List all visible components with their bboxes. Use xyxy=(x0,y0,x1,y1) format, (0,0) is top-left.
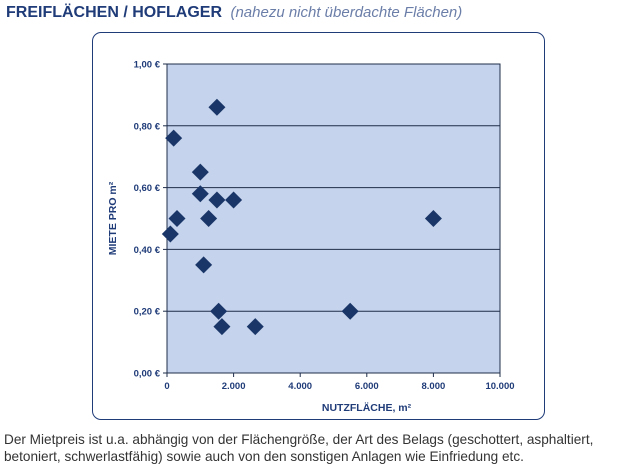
data-point xyxy=(168,210,186,227)
data-point xyxy=(208,98,226,116)
data-point xyxy=(165,129,183,147)
y-tick-label: 1,00 € xyxy=(134,60,161,71)
y-tick-label: 0,60 € xyxy=(134,183,161,194)
data-point xyxy=(191,185,209,203)
page-title: FREIFLÄCHEN / HOFLAGER xyxy=(6,4,222,21)
x-tick-label: 4.000 xyxy=(288,381,312,392)
x-tick-label: 0 xyxy=(164,381,169,392)
data-point xyxy=(210,302,228,320)
chart-heading: FREIFLÄCHEN / HOFLAGER (nahezu nicht übe… xyxy=(6,4,462,22)
data-point xyxy=(246,318,264,336)
scatter-chart: 0,00 € 0,20 € 0,40 € 0,60 € 0,80 € 1,00 € 0 2.0… xyxy=(107,60,515,415)
y-tick-label: 0,00 € xyxy=(134,369,161,380)
data-point xyxy=(225,191,243,209)
data-point xyxy=(195,256,213,274)
caption-text: Der Mietpreis ist u.a. abhängig von der … xyxy=(4,432,594,464)
data-point xyxy=(161,225,179,243)
x-tick-label: 8.000 xyxy=(422,381,446,392)
data-point xyxy=(191,163,209,181)
x-tick-label: 10.000 xyxy=(485,381,514,392)
data-point xyxy=(200,210,218,227)
y-tick-label: 0,40 € xyxy=(134,245,161,256)
x-axis-label: NUTZFLÄCHE, m² xyxy=(322,401,412,414)
data-point xyxy=(424,210,442,227)
data-point xyxy=(341,302,359,320)
y-axis-label: MIETE PRO m² xyxy=(107,181,119,255)
x-tick-label: 6.000 xyxy=(355,381,379,392)
y-tick-label: 0,20 € xyxy=(134,307,161,318)
data-point xyxy=(208,191,226,209)
y-tick-label: 0,80 € xyxy=(134,121,161,132)
page-subtitle: (nahezu nicht überdachte Flächen) xyxy=(230,4,463,21)
data-point xyxy=(213,318,231,336)
x-tick-label: 2.000 xyxy=(222,381,246,392)
